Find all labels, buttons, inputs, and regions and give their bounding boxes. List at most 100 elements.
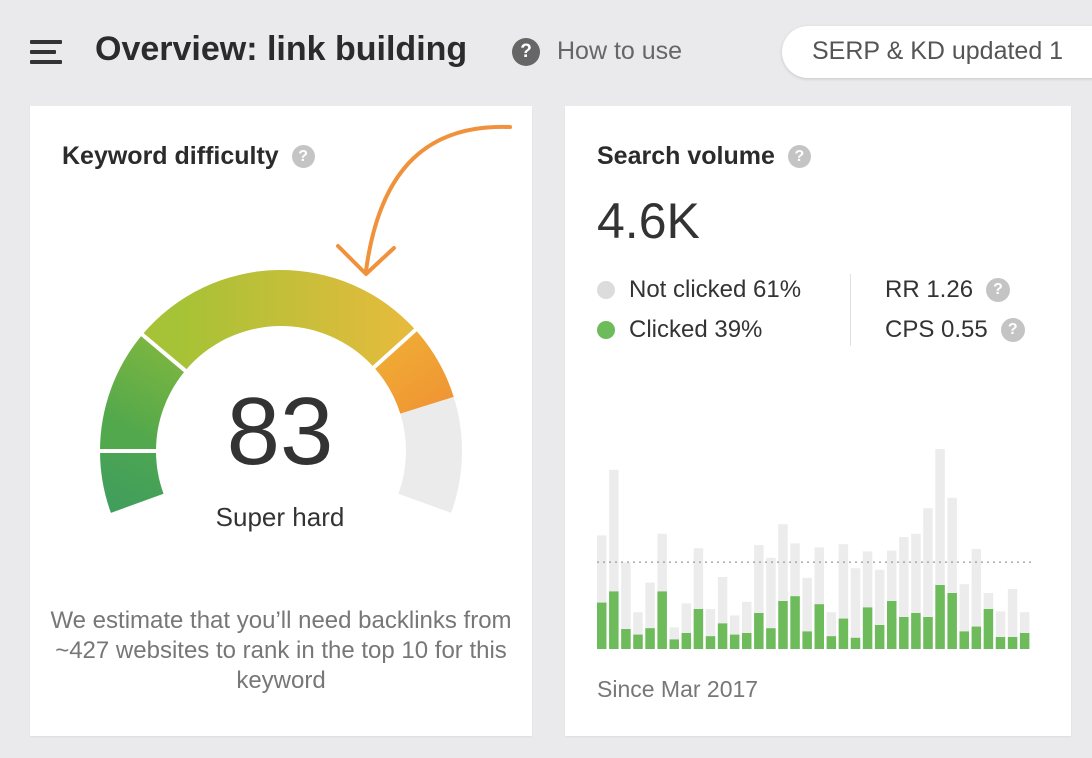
bar-clicked <box>911 613 921 649</box>
keyword-difficulty-rating: Super hard <box>215 502 345 532</box>
bar-clicked <box>693 609 704 649</box>
menu-icon[interactable] <box>30 40 62 64</box>
bar-clicked <box>899 617 909 649</box>
bar-not-clicked <box>995 611 1006 649</box>
bar-clicked <box>850 637 861 649</box>
keyword-difficulty-title-text: Keyword difficulty <box>62 142 279 170</box>
bar-not-clicked <box>947 497 957 649</box>
bar-not-clicked <box>609 469 619 649</box>
bar-not-clicked <box>838 544 849 649</box>
bar-not-clicked <box>802 577 812 649</box>
bar-not-clicked <box>621 562 631 649</box>
difficulty-gauge <box>98 124 512 513</box>
bar-clicked <box>995 637 1006 649</box>
bar-clicked <box>935 585 945 649</box>
bar-clicked <box>778 601 788 649</box>
question-icon: ? <box>512 37 540 66</box>
bar-clicked <box>947 593 957 649</box>
bar-clicked <box>802 631 812 649</box>
bar-not-clicked <box>669 627 679 649</box>
search-volume-value: 4.6K <box>597 193 700 249</box>
bar-clicked <box>645 628 655 649</box>
cps-metric: CPS 0.55 ? <box>885 316 1025 344</box>
bar-not-clicked <box>597 535 607 649</box>
bar-clicked <box>971 626 982 649</box>
search-volume-help-icon[interactable]: ? <box>787 145 811 168</box>
bar-not-clicked <box>717 577 728 649</box>
bar-clicked <box>729 634 740 649</box>
how-to-use-label: How to use <box>557 37 683 65</box>
annotation-arrow <box>364 124 512 273</box>
bar-clicked <box>814 604 824 649</box>
bar-not-clicked <box>645 582 655 649</box>
rr-label: RR 1.26 <box>885 276 974 303</box>
bar-clicked <box>657 591 667 649</box>
bar-not-clicked <box>899 537 909 649</box>
gauge-segment-hard <box>142 270 416 371</box>
bar-not-clicked <box>705 609 716 649</box>
not-clicked-legend: Not clicked 61% <box>597 276 801 304</box>
bar-clicked <box>754 613 764 649</box>
bar-not-clicked <box>887 550 897 649</box>
bar-not-clicked <box>874 569 885 649</box>
bar-clicked <box>742 633 752 649</box>
bar-not-clicked <box>850 568 861 649</box>
serp-kd-updated-badge[interactable]: SERP & KD updated 1 <box>782 26 1092 78</box>
bar-not-clicked <box>935 449 945 649</box>
search-volume-card: Search volume ? 4.6K Not clicked 61% Cli… <box>565 106 1071 736</box>
clicked-legend: Clicked 39% <box>597 316 762 344</box>
bar-not-clicked <box>862 551 873 649</box>
bar-clicked <box>669 639 679 649</box>
top-bar: Overview: link building ? How to use SER… <box>0 0 1092 104</box>
bar-not-clicked <box>766 557 776 649</box>
bar-not-clicked <box>826 612 837 649</box>
gauge-segment-medium <box>100 334 186 451</box>
keyword-difficulty-help-icon[interactable]: ? <box>291 145 315 168</box>
bar-clicked <box>1019 633 1030 649</box>
bar-clicked <box>862 607 873 649</box>
bar-clicked <box>717 623 728 649</box>
rr-metric: RR 1.26 ? <box>885 276 1011 304</box>
bar-not-clicked <box>971 549 982 649</box>
bar-not-clicked <box>923 508 933 649</box>
bar-not-clicked <box>1007 589 1018 649</box>
bar-not-clicked <box>729 615 740 649</box>
not-clicked-label: Not clicked 61% <box>629 276 802 303</box>
backlinks-estimate-text: We estimate that you’ll need backlinks f… <box>50 607 512 694</box>
gauge-segment-easy <box>100 451 164 513</box>
bar-clicked <box>633 634 643 649</box>
bar-clicked <box>681 633 692 649</box>
bar-clicked <box>790 596 800 649</box>
search-volume-title: Search volume ? <box>597 142 811 171</box>
search-volume-chart <box>597 449 1032 649</box>
bar-clicked <box>959 631 969 649</box>
not-clicked-dot <box>597 281 615 299</box>
bar-not-clicked <box>754 545 764 649</box>
bar-not-clicked <box>693 548 704 649</box>
gauge-track <box>398 396 462 513</box>
how-to-use-link[interactable]: ? How to use <box>512 37 682 66</box>
gauge-divider-3 <box>371 327 419 371</box>
page-title: Overview: link building <box>95 30 468 68</box>
since-date-label: Since Mar 2017 <box>597 676 759 702</box>
bar-clicked <box>826 636 837 649</box>
bar-clicked <box>983 609 994 649</box>
clicked-dot <box>597 321 615 339</box>
cps-help-icon[interactable]: ? <box>1000 318 1025 342</box>
bar-clicked <box>887 601 897 649</box>
gauge-segments <box>98 270 462 513</box>
keyword-difficulty-title: Keyword difficulty ? <box>62 142 315 171</box>
bar-clicked <box>1007 637 1018 649</box>
gauge-divider-2 <box>139 331 189 374</box>
bar-clicked <box>621 629 631 649</box>
bar-not-clicked <box>742 601 752 649</box>
bar-not-clicked <box>1019 612 1030 649</box>
keyword-difficulty-score: 83 <box>226 378 334 485</box>
bar-clicked <box>874 625 885 649</box>
cps-label: CPS 0.55 <box>885 316 988 343</box>
bar-not-clicked <box>911 533 921 649</box>
bar-not-clicked <box>959 584 969 649</box>
rr-help-icon[interactable]: ? <box>986 278 1011 302</box>
bar-not-clicked <box>778 524 788 649</box>
bar-clicked <box>838 618 849 649</box>
